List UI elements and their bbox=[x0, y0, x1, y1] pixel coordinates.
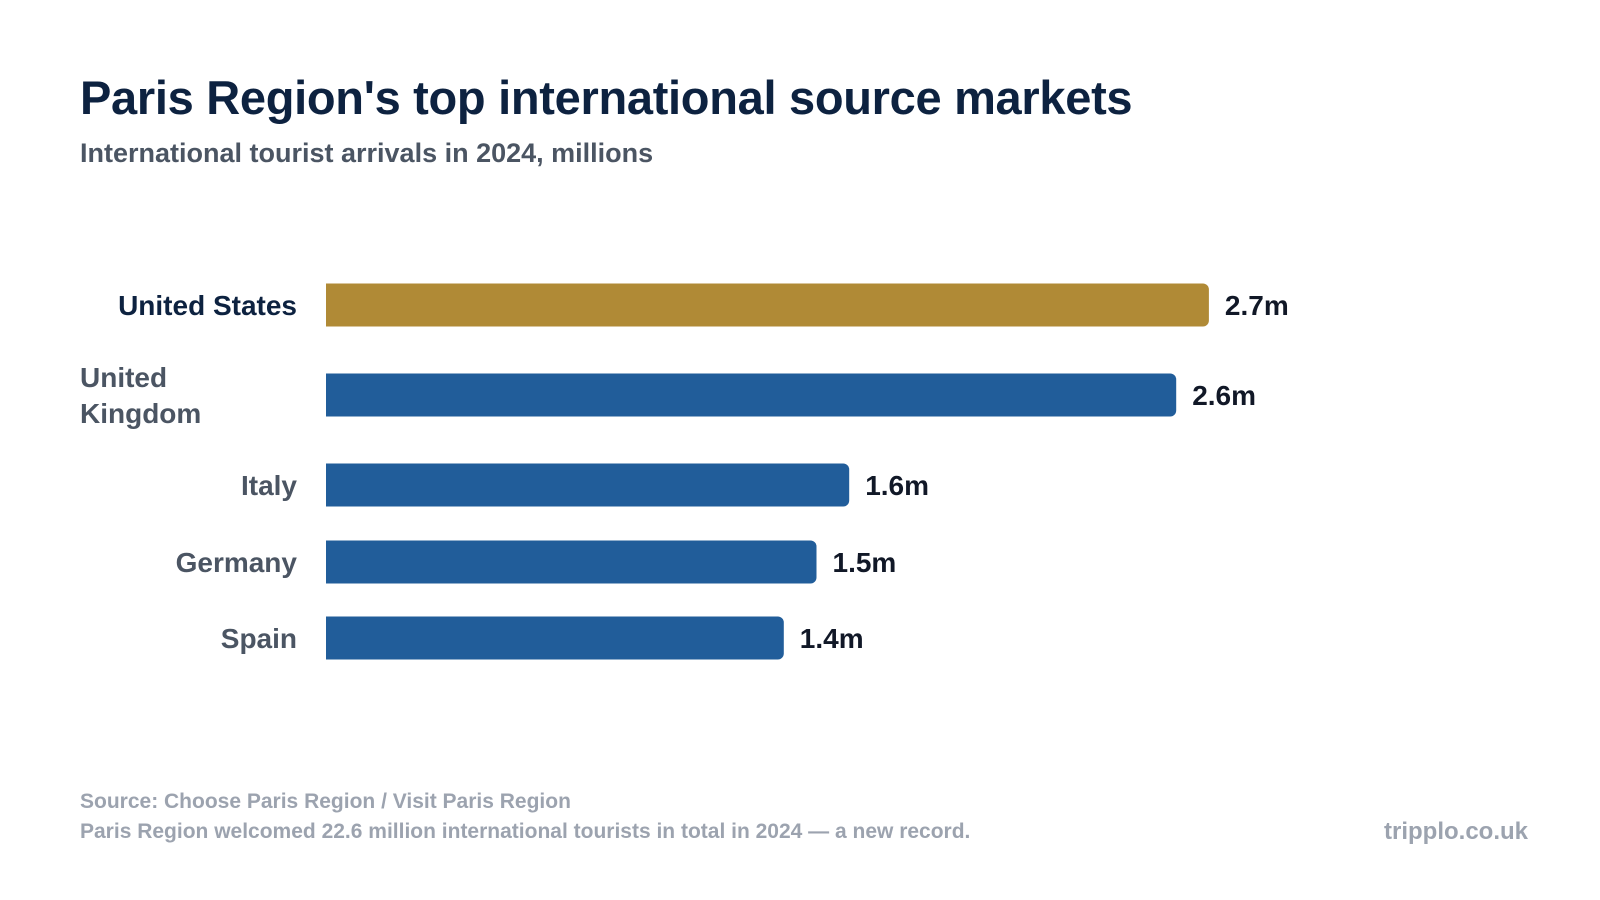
footnote: Paris Region welcomed 22.6 million inter… bbox=[80, 820, 971, 843]
bar-base-italy bbox=[326, 463, 334, 507]
value-label-united-kingdom: 2.6m bbox=[1192, 380, 1256, 411]
bar-base-spain bbox=[326, 616, 334, 660]
value-label-germany: 1.5m bbox=[833, 547, 897, 578]
brand-link[interactable]: tripplo.co.uk bbox=[1384, 818, 1528, 845]
chart-subtitle: International tourist arrivals in 2024, … bbox=[80, 138, 654, 168]
category-label-spain: Spain bbox=[221, 623, 297, 654]
category-label-united-states: United States bbox=[118, 290, 297, 321]
chart-title: Paris Region's top international source … bbox=[80, 71, 1133, 124]
category-label-germany: Germany bbox=[176, 547, 298, 578]
bar-base-united-kingdom bbox=[326, 373, 334, 417]
bar-base-united-states bbox=[326, 283, 334, 327]
category-label-italy: Italy bbox=[241, 470, 297, 501]
bar-spain bbox=[326, 616, 784, 660]
bar-united-kingdom bbox=[326, 373, 1177, 417]
value-label-spain: 1.4m bbox=[800, 623, 864, 654]
category-label-united-kingdom: United Kingdom bbox=[80, 362, 201, 429]
value-label-united-states: 2.7m bbox=[1225, 290, 1289, 321]
value-label-italy: 1.6m bbox=[865, 470, 929, 501]
source-note: Source: Choose Paris Region / Visit Pari… bbox=[80, 790, 571, 813]
bar-germany bbox=[326, 540, 817, 584]
bar-italy bbox=[326, 463, 850, 507]
bar-united-states bbox=[326, 283, 1209, 327]
bar-base-germany bbox=[326, 540, 334, 584]
